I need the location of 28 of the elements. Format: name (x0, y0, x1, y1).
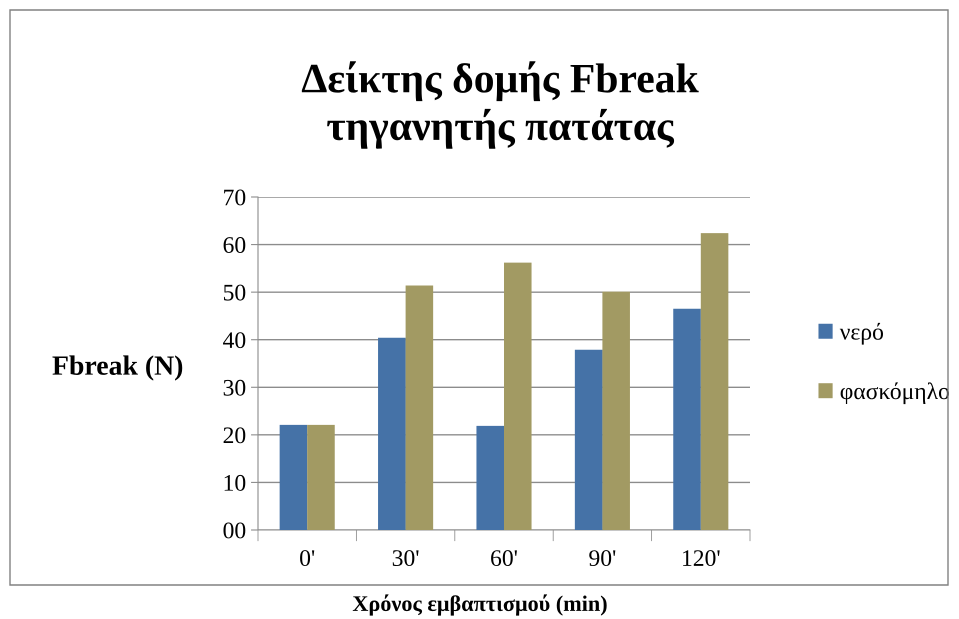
y-tick-label: 70 (224, 189, 246, 206)
y-tick-label: 10 (224, 474, 246, 491)
x-tick-label: 60' (491, 550, 517, 566)
bar (406, 285, 434, 530)
legend-label: νερό (840, 322, 883, 345)
bar (700, 233, 728, 530)
bar (476, 426, 504, 530)
x-axis-title: Χρόνος εμβαπτισμού (min) (352, 594, 607, 616)
bar (673, 308, 701, 530)
bar (602, 292, 630, 530)
y-tick-label: 20 (224, 427, 246, 444)
bar (504, 262, 532, 530)
x-tick-label: 30' (392, 550, 419, 566)
chart-title: Δείκτης δομής Fbreak τηγανητής πατάτας (302, 61, 699, 149)
x-tick-label: 0' (300, 550, 314, 566)
y-tick-label: 00 (223, 522, 246, 538)
bar (280, 424, 308, 530)
y-axis-title: Fbreak (N) (52, 355, 182, 381)
bar (574, 350, 602, 530)
y-tick-label: 30 (224, 380, 246, 396)
legend-label: φασκόμηλο (840, 382, 949, 404)
y-tick-label: 40 (223, 332, 246, 348)
bar (307, 424, 335, 530)
y-tick-label: 60 (224, 237, 246, 253)
y-tick-label: 50 (224, 284, 246, 301)
x-tick-label: 120' (683, 550, 720, 566)
x-tick-label: 90' (589, 550, 616, 566)
bar (378, 338, 406, 530)
